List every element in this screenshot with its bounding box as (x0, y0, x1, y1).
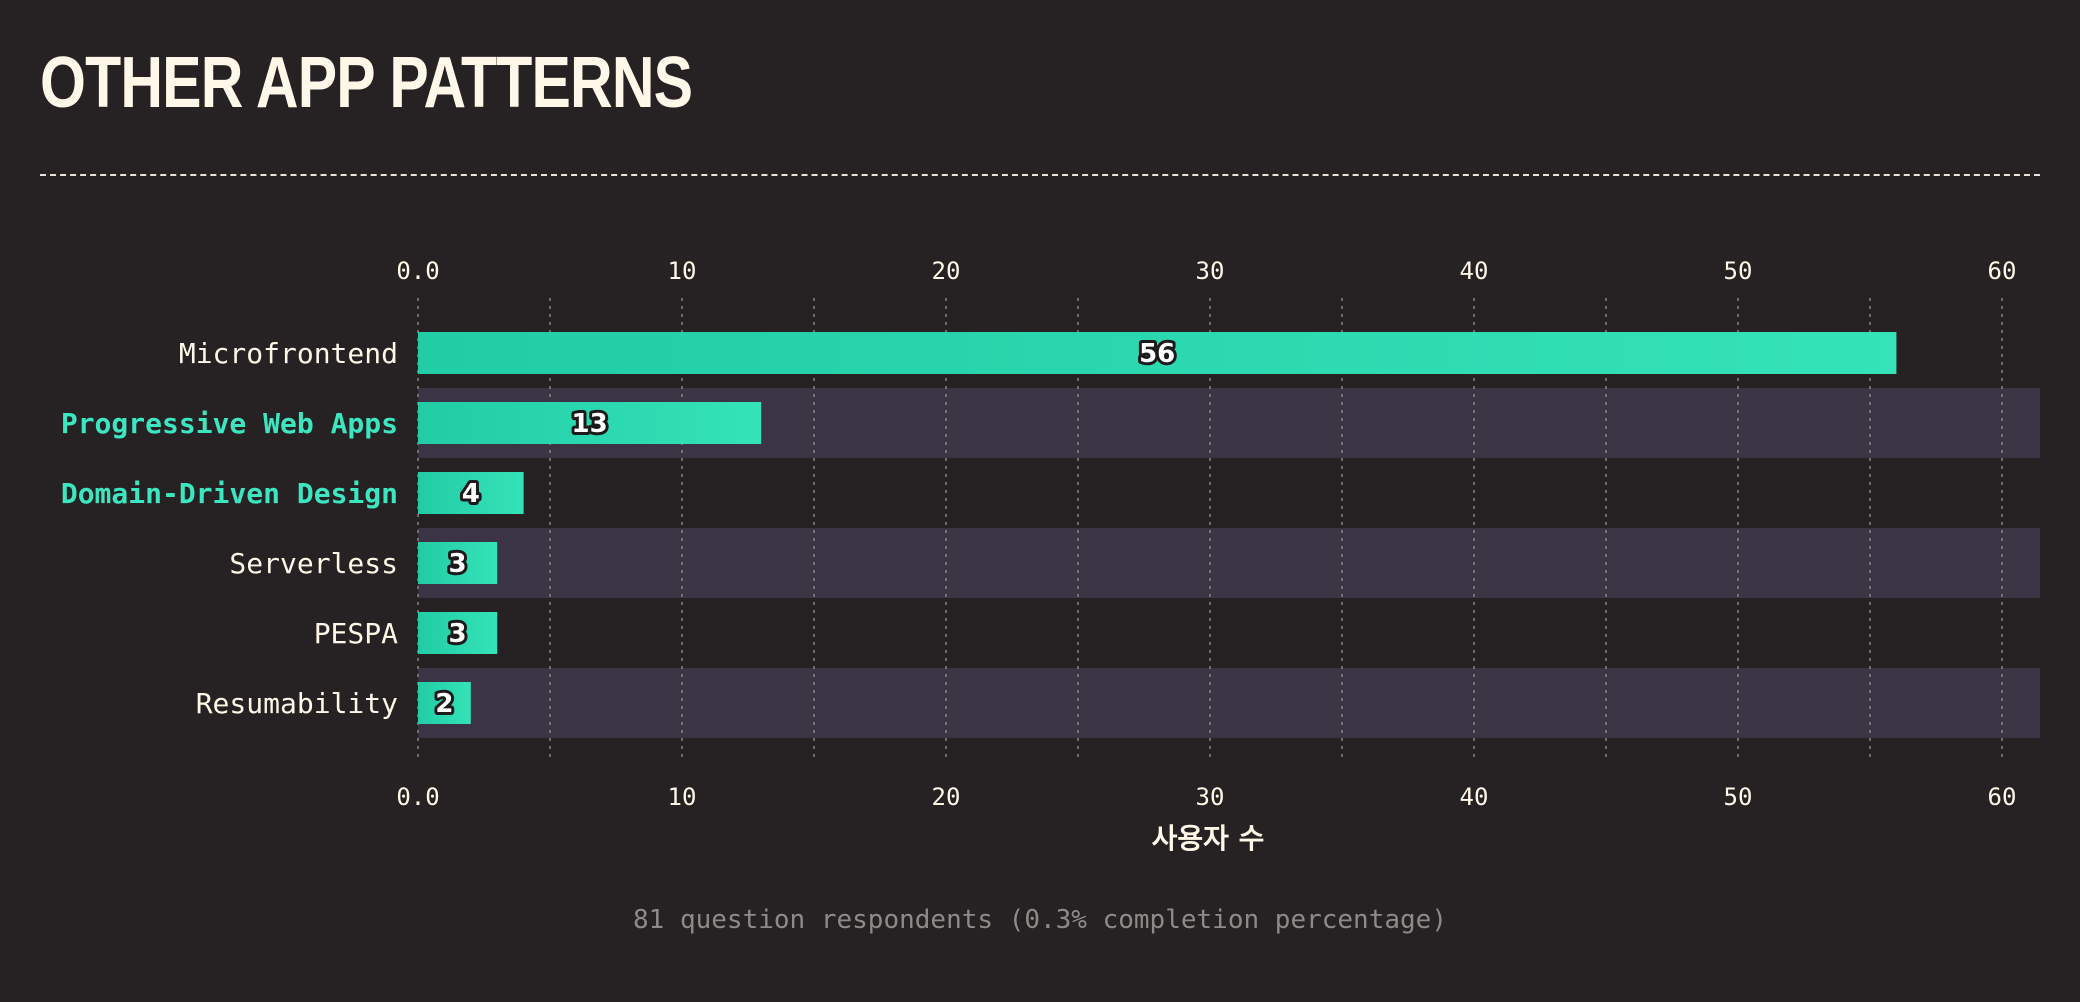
bar (418, 332, 1897, 374)
category-label: Microfrontend (179, 337, 398, 370)
x-tick-label-bottom: 60 (1988, 783, 2017, 811)
category-label: Serverless (229, 547, 398, 580)
data-labels: 56 13 4 3 3 2 (432, 336, 1178, 722)
data-label: 13 (572, 409, 608, 439)
data-label: 3 (449, 619, 467, 649)
data-label: 2 (435, 689, 453, 719)
x-tick-label-top: 20 (932, 257, 961, 285)
bar-chart: Microfrontend Progressive Web Apps Domain-… (61, 257, 2040, 855)
row-band (418, 668, 2040, 738)
x-tick-label-bottom: 50 (1724, 783, 1753, 811)
bar (418, 612, 498, 654)
category-labels: Microfrontend Progressive Web Apps Domain-… (61, 337, 398, 720)
x-tick-label-bottom: 0.0 (396, 783, 439, 811)
x-tick-label-top: 10 (668, 257, 697, 285)
x-axis-top-ticks: 0.0 10 20 30 40 50 60 (396, 257, 2016, 285)
data-label: 4 (462, 479, 480, 509)
x-tick-label-top: 30 (1196, 257, 1225, 285)
data-label: 3 (449, 549, 467, 579)
x-tick-label-top: 40 (1460, 257, 1489, 285)
page-title: OTHER APP PATTERNS (40, 43, 693, 123)
title-divider (40, 174, 2040, 176)
category-label: Resumability (196, 687, 398, 720)
row-band (418, 528, 2040, 598)
category-label: Domain-Driven Design (61, 477, 398, 510)
bar (418, 472, 524, 514)
x-tick-label-top: 60 (1988, 257, 2017, 285)
x-tick-label-bottom: 20 (932, 783, 961, 811)
bar (418, 402, 762, 444)
x-tick-label-top: 50 (1724, 257, 1753, 285)
bar (418, 542, 498, 584)
bars (418, 332, 1897, 724)
category-label: Progressive Web Apps (61, 407, 398, 440)
category-label: PESPA (314, 617, 398, 650)
x-tick-label-top: 0.0 (396, 257, 439, 285)
x-tick-label-bottom: 30 (1196, 783, 1225, 811)
bar (418, 682, 471, 724)
x-axis-label: 사용자 수 (1152, 822, 1265, 855)
x-axis-bottom-ticks: 0.0 10 20 30 40 50 60 (396, 783, 2016, 811)
row-bands (418, 388, 2040, 738)
x-tick-label-bottom: 10 (668, 783, 697, 811)
respondents-note: 81 question respondents (0.3% completion… (633, 905, 1447, 935)
x-tick-label-bottom: 40 (1460, 783, 1489, 811)
data-label: 56 (1139, 339, 1175, 369)
